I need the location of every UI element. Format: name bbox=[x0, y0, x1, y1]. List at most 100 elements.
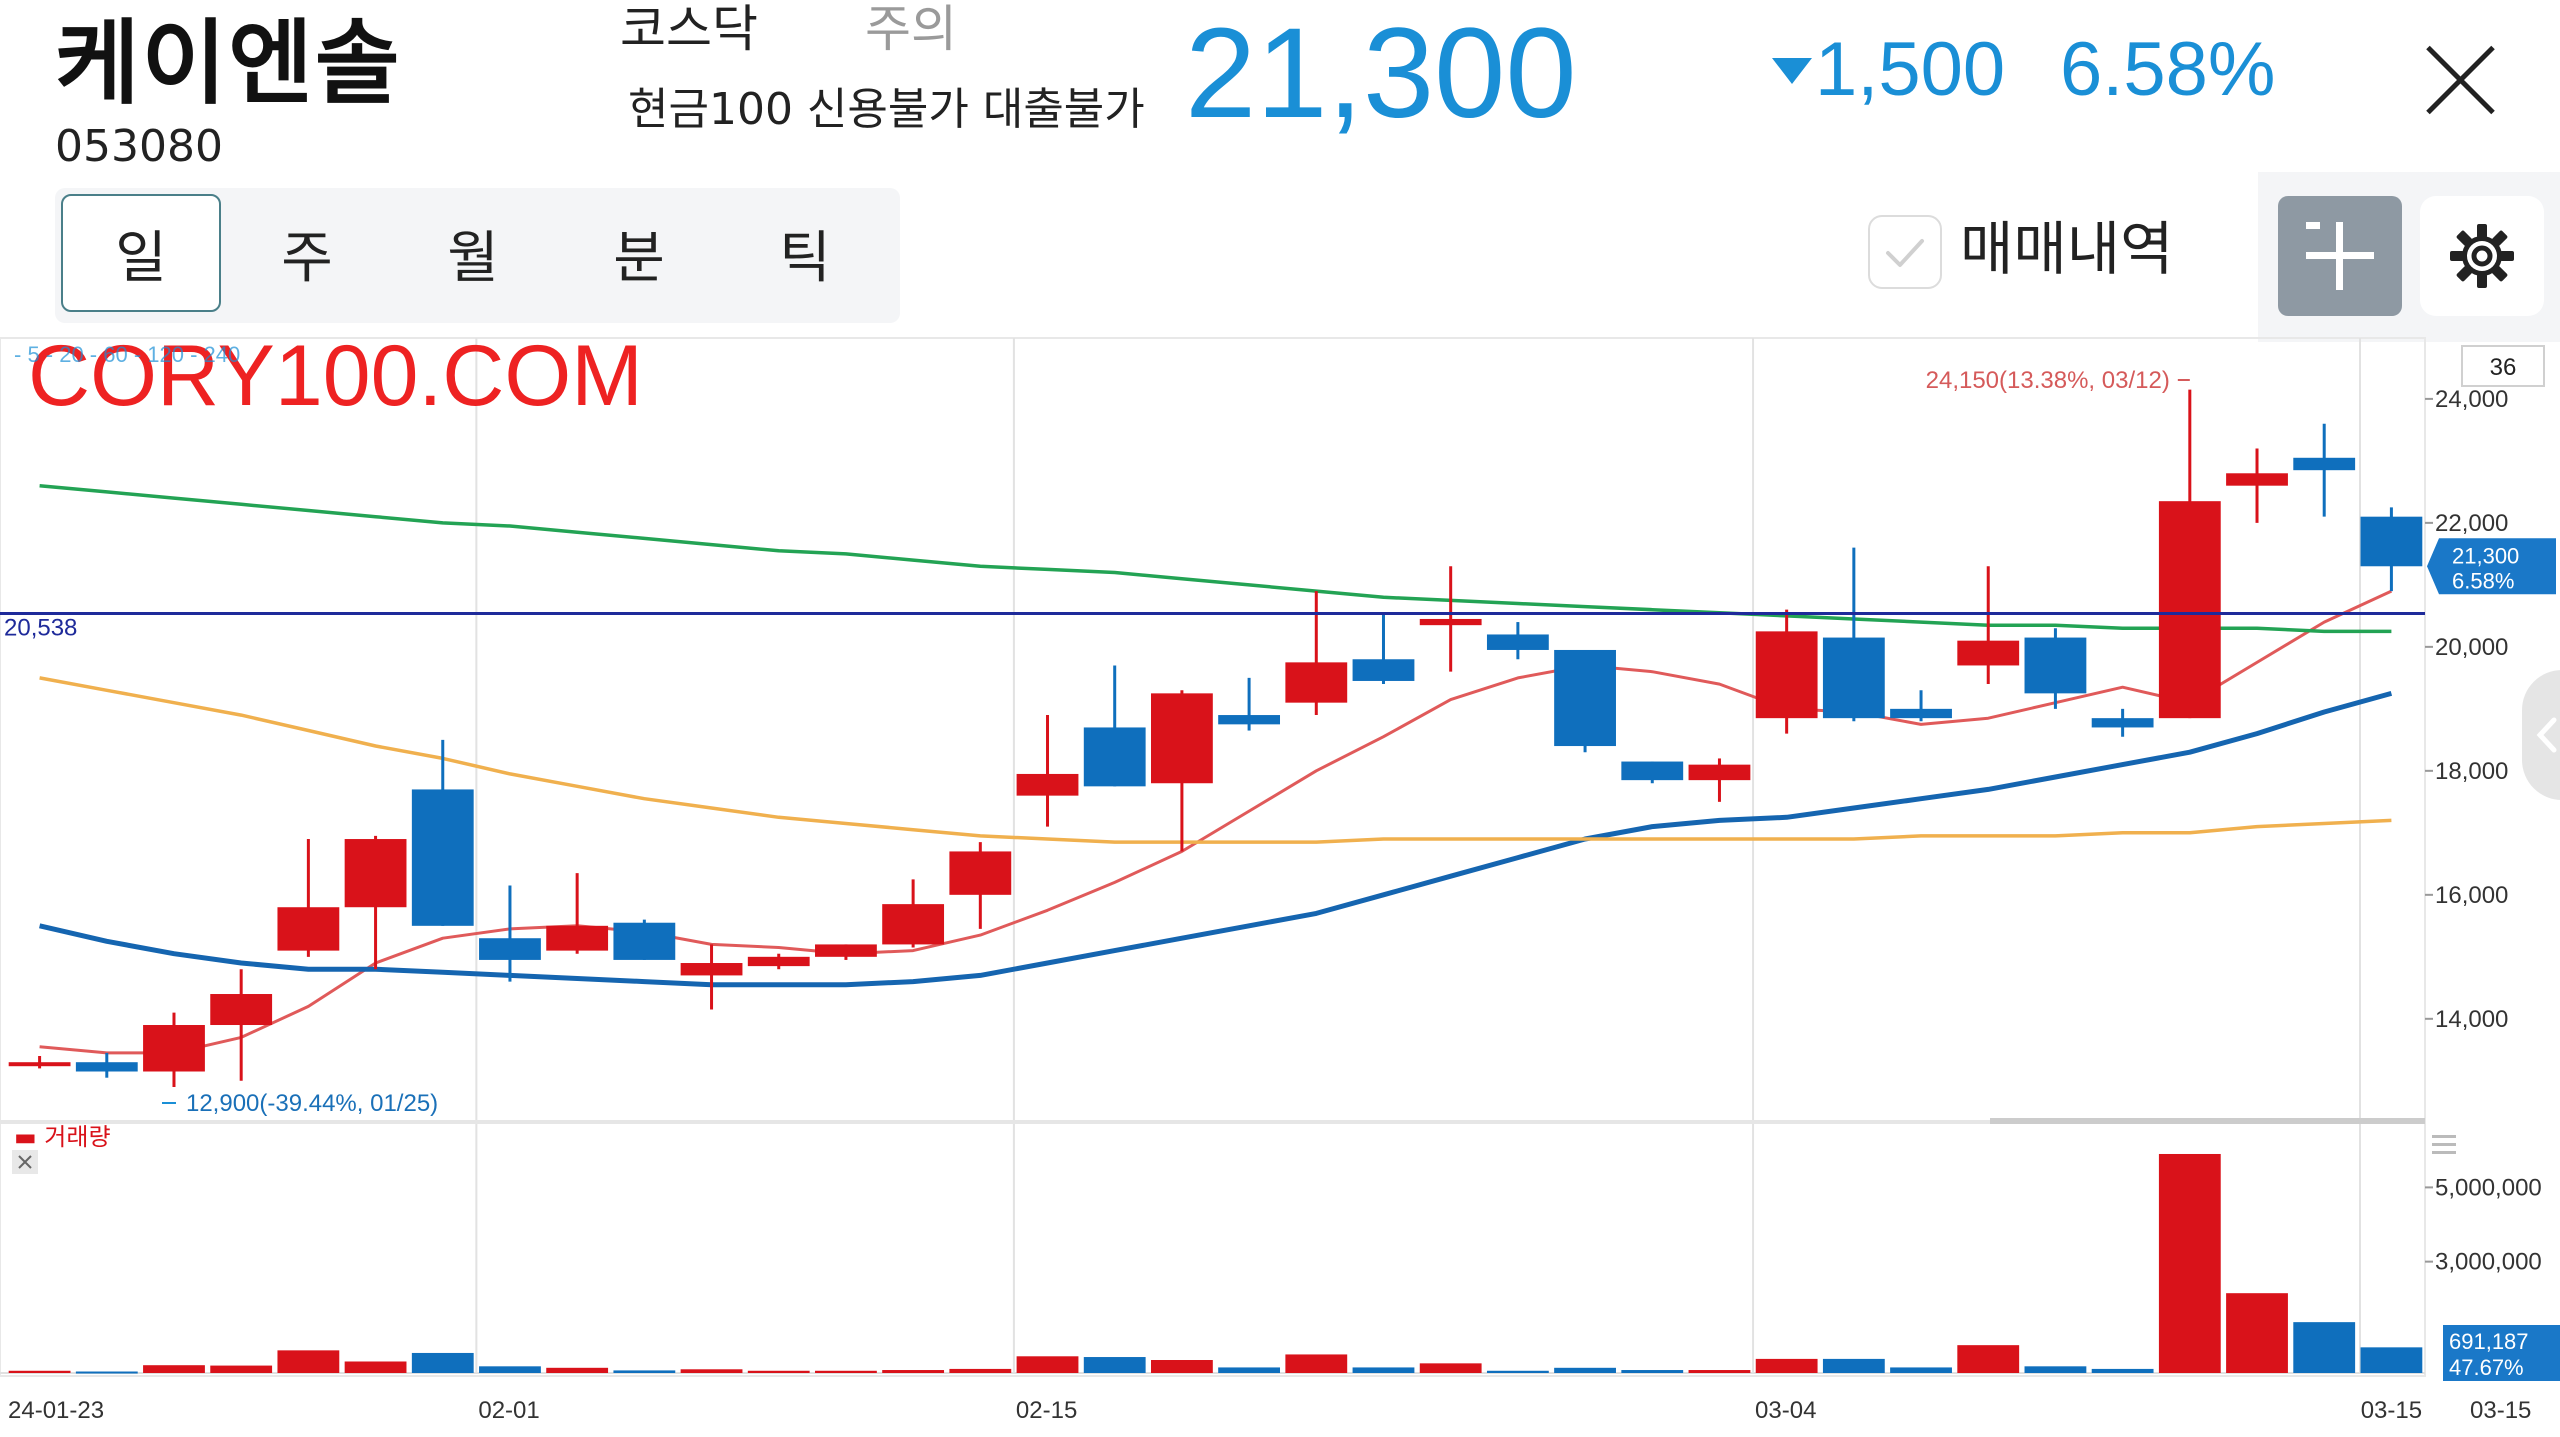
volume-bar[interactable] bbox=[411, 1352, 474, 1373]
volume-label: ▬ 거래량 bbox=[14, 1123, 111, 1151]
candle-body[interactable] bbox=[747, 956, 810, 967]
candle-body[interactable] bbox=[2226, 473, 2288, 486]
candle-body[interactable] bbox=[1016, 773, 1079, 796]
side-panel-toggle[interactable] bbox=[2522, 670, 2560, 800]
candle-body[interactable] bbox=[411, 789, 474, 926]
candle-body[interactable] bbox=[210, 994, 273, 1026]
candle-body[interactable] bbox=[949, 851, 1012, 895]
volume-bar[interactable] bbox=[1890, 1367, 1952, 1373]
date-label: 03-15 bbox=[2361, 1397, 2422, 1424]
volume-menu-icon[interactable] bbox=[2432, 1135, 2456, 1138]
candle-body[interactable] bbox=[1890, 708, 1952, 719]
volume-bar[interactable] bbox=[613, 1370, 676, 1373]
volume-bar[interactable] bbox=[479, 1366, 541, 1373]
candle-body[interactable] bbox=[2024, 637, 2087, 694]
volume-bar[interactable] bbox=[2091, 1368, 2154, 1373]
reference-price-label: 20,538 bbox=[4, 615, 77, 642]
volume-bar[interactable] bbox=[2024, 1366, 2087, 1373]
volume-bar[interactable] bbox=[1352, 1367, 1415, 1373]
check-icon bbox=[1886, 239, 1924, 267]
volume-bar[interactable] bbox=[277, 1350, 340, 1373]
candle-body[interactable] bbox=[1688, 764, 1751, 781]
candle-body[interactable] bbox=[1486, 634, 1549, 650]
volume-bar[interactable] bbox=[210, 1365, 273, 1373]
crosshair-button[interactable] bbox=[2278, 196, 2402, 316]
trade-history-checkbox[interactable] bbox=[1868, 215, 1942, 289]
ma120-line bbox=[39, 483, 2392, 634]
volume-bar[interactable] bbox=[2360, 1347, 2423, 1373]
volume-bar[interactable] bbox=[1688, 1370, 1751, 1373]
volume-bar[interactable] bbox=[1621, 1370, 1684, 1373]
candle-body[interactable] bbox=[143, 1025, 205, 1072]
volume-bar[interactable] bbox=[2293, 1322, 2356, 1373]
candle-body[interactable] bbox=[1285, 662, 1348, 703]
volume-bar[interactable] bbox=[546, 1367, 609, 1373]
trade-history-label[interactable]: 매매내역 bbox=[1960, 215, 2174, 283]
volume-bar[interactable] bbox=[2158, 1153, 2221, 1373]
candle-body[interactable] bbox=[1621, 761, 1684, 781]
volume-bar[interactable] bbox=[75, 1371, 138, 1374]
volume-bar[interactable] bbox=[1150, 1360, 1213, 1373]
candle-body[interactable] bbox=[344, 839, 407, 908]
candle-body[interactable] bbox=[1150, 693, 1213, 784]
tab-minute[interactable]: 분 bbox=[613, 225, 665, 291]
scroll-indicator[interactable] bbox=[1990, 1118, 2425, 1124]
volume-bar[interactable] bbox=[1016, 1356, 1079, 1373]
volume-bar[interactable] bbox=[1419, 1363, 1482, 1373]
close-icon[interactable] bbox=[2420, 40, 2500, 120]
volume-bar[interactable] bbox=[882, 1370, 945, 1373]
candle-body[interactable] bbox=[2158, 501, 2221, 719]
candle-body[interactable] bbox=[815, 944, 877, 957]
volume-bar[interactable] bbox=[1218, 1367, 1281, 1373]
candle-body[interactable] bbox=[1822, 637, 1885, 719]
candle-body[interactable] bbox=[882, 904, 945, 945]
down-arrow-icon bbox=[1772, 58, 1812, 84]
volume-menu-icon[interactable] bbox=[2432, 1143, 2456, 1146]
candle-body[interactable] bbox=[546, 925, 609, 951]
tab-day[interactable]: 일 bbox=[61, 194, 221, 312]
candle-body[interactable] bbox=[479, 938, 541, 960]
volume-bar[interactable] bbox=[1285, 1354, 1348, 1373]
volume-bar[interactable] bbox=[815, 1370, 877, 1373]
candle-body[interactable] bbox=[2293, 457, 2356, 471]
volume-bar[interactable] bbox=[680, 1369, 743, 1373]
volume-bar[interactable] bbox=[1755, 1358, 1818, 1373]
candle-body[interactable] bbox=[1957, 640, 2020, 666]
candle-body[interactable] bbox=[8, 1062, 71, 1067]
last-price-badge-pct: 6.58% bbox=[2452, 568, 2514, 593]
tab-tick[interactable]: 틱 bbox=[779, 225, 831, 291]
candle-body[interactable] bbox=[75, 1062, 138, 1072]
candle-body[interactable] bbox=[1352, 659, 1415, 681]
volume-bar[interactable] bbox=[1083, 1357, 1146, 1373]
candle-body[interactable] bbox=[613, 922, 676, 960]
candle-body[interactable] bbox=[1083, 727, 1146, 787]
volume-menu-icon[interactable] bbox=[2432, 1151, 2456, 1154]
candle-body[interactable] bbox=[2091, 718, 2154, 728]
price-tick-label: 14,000 bbox=[2435, 1006, 2508, 1033]
stock-chart[interactable]: 20,538 24,150(13.38%, 03/12) 12,900(-39.44… bbox=[0, 335, 2560, 1437]
high-annotation: 24,150(13.38%, 03/12) bbox=[1926, 367, 2170, 394]
candle-body[interactable] bbox=[2360, 516, 2423, 567]
candle-body[interactable] bbox=[277, 907, 340, 951]
visible-count-box[interactable] bbox=[2461, 345, 2545, 387]
volume-bar[interactable] bbox=[949, 1368, 1012, 1373]
volume-bar[interactable] bbox=[1822, 1358, 1885, 1373]
volume-bar[interactable] bbox=[747, 1370, 810, 1373]
volume-bar[interactable] bbox=[1486, 1370, 1549, 1373]
volume-bar[interactable] bbox=[143, 1365, 205, 1373]
volume-bar[interactable] bbox=[1554, 1367, 1616, 1373]
settings-button[interactable] bbox=[2420, 196, 2544, 316]
candle-body[interactable] bbox=[1554, 649, 1616, 747]
tab-week[interactable]: 주 bbox=[281, 225, 333, 291]
volume-bar[interactable] bbox=[1957, 1345, 2020, 1373]
low-annotation: 12,900(-39.44%, 01/25) bbox=[186, 1090, 438, 1117]
volume-bar[interactable] bbox=[344, 1361, 407, 1373]
candle-body[interactable] bbox=[1755, 631, 1818, 719]
candle-body[interactable] bbox=[1419, 618, 1482, 626]
volume-bar[interactable] bbox=[8, 1370, 71, 1373]
candle-body[interactable] bbox=[1218, 715, 1281, 725]
tab-month[interactable]: 월 bbox=[447, 225, 499, 291]
candle-body[interactable] bbox=[680, 963, 743, 976]
price-tick-label: 18,000 bbox=[2435, 758, 2508, 785]
volume-bar[interactable] bbox=[2226, 1293, 2288, 1373]
